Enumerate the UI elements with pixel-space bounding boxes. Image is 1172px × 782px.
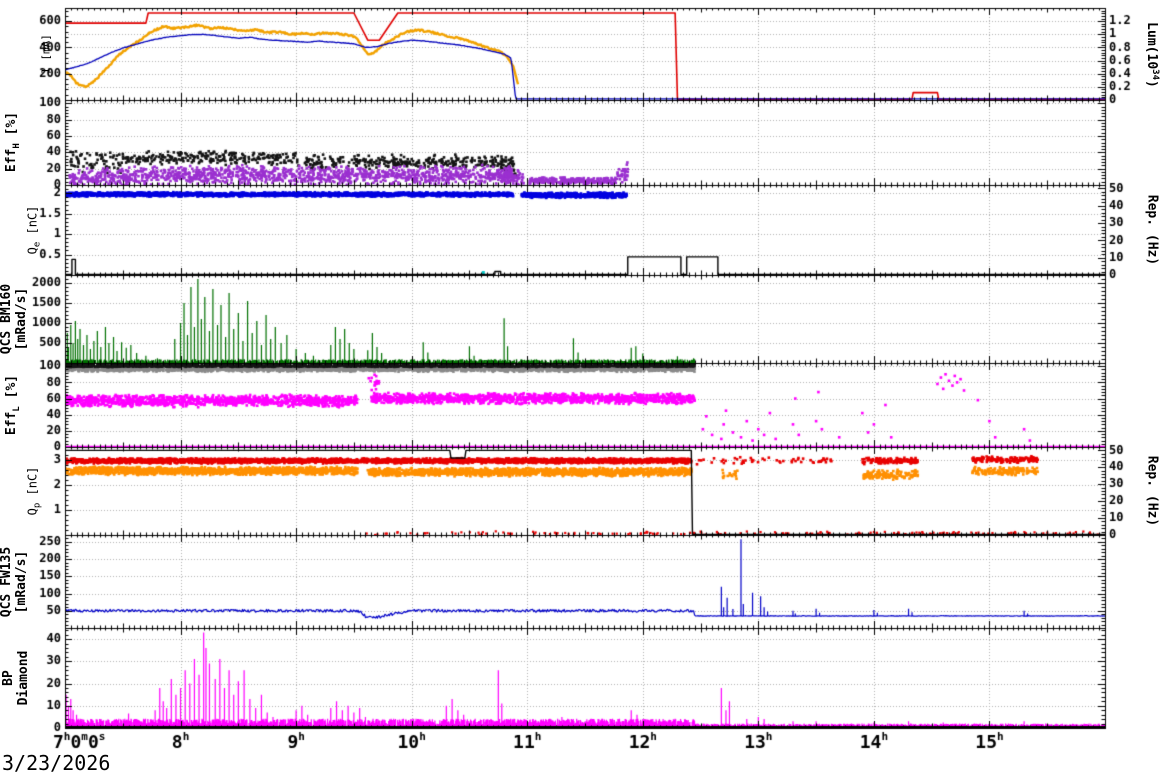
axis-title-rep-rate-e: Rep. (Hz) <box>1144 194 1160 266</box>
axis-title-qe: Qe [nC] <box>25 205 43 255</box>
axis-title-qcs-fw135: QCS FW135 [mRad/s] <box>0 546 29 618</box>
axis-title-qcs-bm160: QCS BM160 [mRad/s] <box>0 283 29 355</box>
axis-title-eff-h: EffH [%] <box>4 111 22 173</box>
axis-title-eff-l: EffL [%] <box>4 374 22 436</box>
axis-title-beam-current: I [mA] <box>39 34 53 74</box>
axis-title-rep-rate-p: Rep. (Hz) <box>1144 455 1160 527</box>
axis-title-luminosity: Lum(1034) <box>1143 22 1161 88</box>
axis-title-bp-diamond: BP Diamond <box>1 650 31 706</box>
axis-title-qp: Qp [nC] <box>25 466 43 516</box>
date-label: 3/23/2026 <box>2 751 111 775</box>
